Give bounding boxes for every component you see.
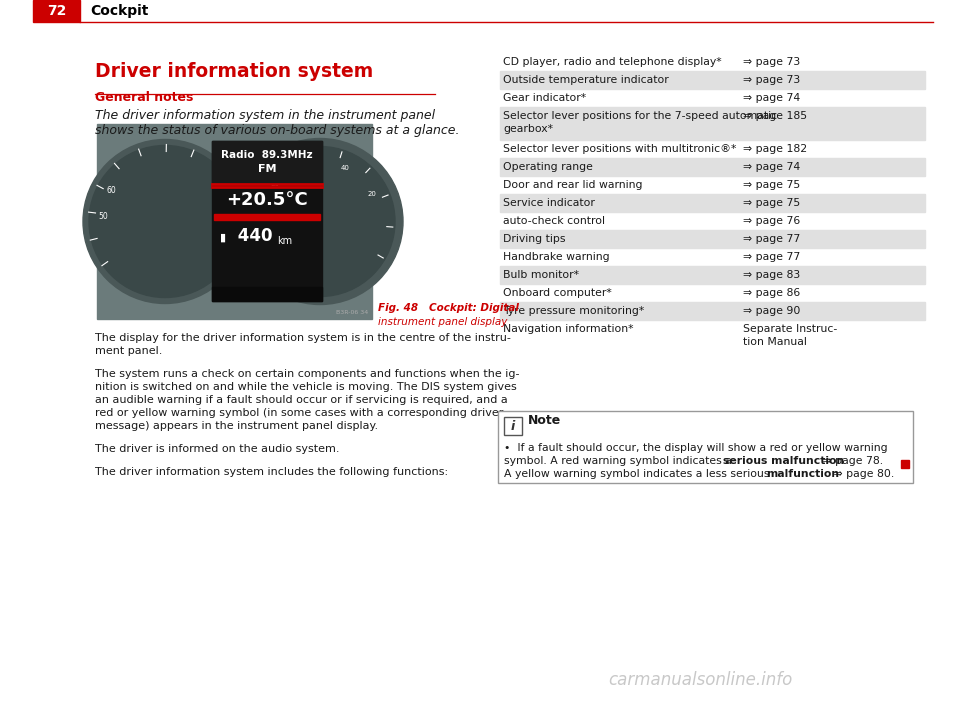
Text: A yellow warning symbol indicates a less serious: A yellow warning symbol indicates a less… <box>504 469 773 479</box>
Text: ⇒ page 75: ⇒ page 75 <box>743 198 801 208</box>
Text: malfunction: malfunction <box>766 469 839 479</box>
Text: ⇒ page 74: ⇒ page 74 <box>743 162 801 172</box>
Text: ⇒ page 182: ⇒ page 182 <box>743 144 807 154</box>
Text: ⇒ page 185: ⇒ page 185 <box>743 111 807 121</box>
Text: Driver information system: Driver information system <box>95 62 373 81</box>
Bar <box>498 411 913 483</box>
Circle shape <box>245 147 395 297</box>
Text: an audible warning if a fault should occur or if servicing is required, and a: an audible warning if a fault should occ… <box>95 395 508 405</box>
Text: ⇒ page 73: ⇒ page 73 <box>743 57 801 67</box>
Circle shape <box>89 146 241 297</box>
Text: The driver information system includes the following functions:: The driver information system includes t… <box>95 467 448 477</box>
Text: instrument panel display: instrument panel display <box>378 317 508 327</box>
Bar <box>500 302 925 320</box>
Text: ⇒ page 77: ⇒ page 77 <box>743 234 801 244</box>
Text: FM: FM <box>257 164 276 174</box>
Bar <box>500 266 925 284</box>
Text: ⇒ page 77: ⇒ page 77 <box>743 252 801 262</box>
Text: Gear indicator*: Gear indicator* <box>503 93 587 103</box>
Circle shape <box>237 139 403 304</box>
Text: Driving tips: Driving tips <box>503 234 565 244</box>
Text: 60: 60 <box>300 161 309 168</box>
Bar <box>500 158 925 176</box>
Text: symbol. A red warning symbol indicates a: symbol. A red warning symbol indicates a <box>504 456 735 466</box>
Text: Door and rear lid warning: Door and rear lid warning <box>503 180 642 190</box>
Text: The driver information system in the instrument panel: The driver information system in the ins… <box>95 109 435 122</box>
Text: serious malfunction: serious malfunction <box>723 456 844 466</box>
Bar <box>504 417 522 435</box>
Text: Operating range: Operating range <box>503 162 593 172</box>
Text: CD player, radio and telephone display*: CD player, radio and telephone display* <box>503 57 722 67</box>
Bar <box>212 141 322 301</box>
Text: 80: 80 <box>271 181 279 186</box>
Text: ⇒ page 75: ⇒ page 75 <box>743 180 801 190</box>
Text: Onboard computer*: Onboard computer* <box>503 288 612 298</box>
Text: ⇒ page 83: ⇒ page 83 <box>743 270 801 280</box>
Text: carmanualsonline.info: carmanualsonline.info <box>608 671 792 689</box>
Text: ⇒ page 78.: ⇒ page 78. <box>819 456 883 466</box>
Text: tion Manual: tion Manual <box>743 337 806 347</box>
Bar <box>214 214 320 220</box>
Text: Selector lever positions for the 7-speed automatic: Selector lever positions for the 7-speed… <box>503 111 778 121</box>
Text: ⇒ page 86: ⇒ page 86 <box>743 288 801 298</box>
Text: gearbox*: gearbox* <box>503 124 553 134</box>
Bar <box>901 460 909 468</box>
Text: 60: 60 <box>107 186 116 195</box>
Text: 440: 440 <box>232 227 273 245</box>
Text: Navigation information*: Navigation information* <box>503 324 634 334</box>
Text: nition is switched on and while the vehicle is moving. The DIS system gives: nition is switched on and while the vehi… <box>95 382 516 392</box>
Text: ▮: ▮ <box>220 233 227 243</box>
Text: Outside temperature indicator: Outside temperature indicator <box>503 75 669 85</box>
Text: +20.5°C: +20.5°C <box>227 191 308 209</box>
Text: ment panel.: ment panel. <box>95 346 162 356</box>
Bar <box>500 71 925 89</box>
Text: •  If a fault should occur, the display will show a red or yellow warning: • If a fault should occur, the display w… <box>504 443 888 453</box>
Text: Radio  89.3MHz: Radio 89.3MHz <box>221 150 313 160</box>
Bar <box>33 0 80 22</box>
Text: Note: Note <box>528 414 562 428</box>
Text: i: i <box>511 419 516 433</box>
Text: ⇒ page 73: ⇒ page 73 <box>743 75 801 85</box>
Text: shows the status of various on-board systems at a glance.: shows the status of various on-board sys… <box>95 124 460 137</box>
Text: Bulb monitor*: Bulb monitor* <box>503 270 579 280</box>
Text: Separate Instruc-: Separate Instruc- <box>743 324 837 334</box>
Bar <box>212 287 322 301</box>
Text: auto-check control: auto-check control <box>503 216 605 226</box>
Text: Cockpit: Cockpit <box>90 4 149 18</box>
Text: ⇒ page 74: ⇒ page 74 <box>743 93 801 103</box>
Bar <box>500 230 925 248</box>
Text: ⇒ page 76: ⇒ page 76 <box>743 216 801 226</box>
Text: Handbrake warning: Handbrake warning <box>503 252 610 262</box>
Text: message) appears in the instrument panel display.: message) appears in the instrument panel… <box>95 421 378 431</box>
Text: red or yellow warning symbol (in some cases with a corresponding driver: red or yellow warning symbol (in some ca… <box>95 408 503 418</box>
Text: B3R-06 34: B3R-06 34 <box>336 310 368 315</box>
Text: The display for the driver information system is in the centre of the instru-: The display for the driver information s… <box>95 333 511 343</box>
Text: Service indicator: Service indicator <box>503 198 595 208</box>
Text: 20: 20 <box>368 191 376 197</box>
Text: Fig. 48   Cockpit: Digital: Fig. 48 Cockpit: Digital <box>378 303 518 313</box>
Text: ⇒ page 80.: ⇒ page 80. <box>830 469 895 479</box>
Text: Selector lever positions with multitronic®*: Selector lever positions with multitroni… <box>503 144 736 154</box>
Text: The system runs a check on certain components and functions when the ig-: The system runs a check on certain compo… <box>95 369 519 379</box>
Text: km: km <box>277 236 292 246</box>
Circle shape <box>83 139 247 304</box>
Bar <box>500 194 925 212</box>
Bar <box>97 124 372 319</box>
Text: The driver is informed on the audio system.: The driver is informed on the audio syst… <box>95 444 340 454</box>
Text: 72: 72 <box>47 4 66 18</box>
Bar <box>500 107 925 140</box>
Text: Tyre pressure monitoring*: Tyre pressure monitoring* <box>503 306 644 316</box>
Text: 50: 50 <box>98 212 108 221</box>
Text: General notes: General notes <box>95 91 193 104</box>
Text: ⇒ page 90: ⇒ page 90 <box>743 306 801 316</box>
Text: 40: 40 <box>341 165 349 171</box>
Bar <box>212 141 322 183</box>
